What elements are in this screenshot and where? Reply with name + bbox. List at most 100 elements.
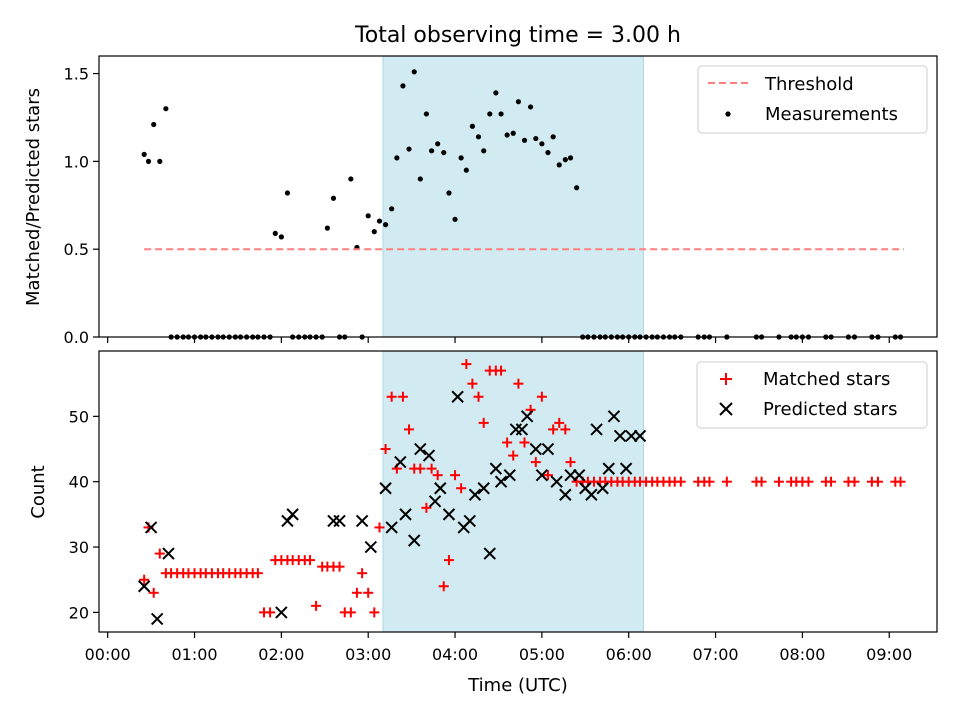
predicted-star-point xyxy=(385,521,398,534)
measurement-point xyxy=(141,151,147,157)
predicted-star-point xyxy=(602,462,615,475)
matched-star-point xyxy=(536,391,547,402)
predicted-star-point xyxy=(607,410,621,423)
matched-star-point xyxy=(139,574,150,585)
measurement-point xyxy=(389,206,395,212)
measurement-point xyxy=(574,185,580,191)
predicted-star-point xyxy=(520,410,534,423)
measurement-point xyxy=(371,229,377,235)
matched-star-point xyxy=(374,522,385,533)
matched-star-point xyxy=(704,476,715,487)
matched-star-point xyxy=(502,437,513,448)
predicted-star-point xyxy=(559,488,572,501)
predicted-star-point xyxy=(333,514,346,528)
measurement-point xyxy=(452,216,458,222)
measurement-point xyxy=(382,222,389,228)
predicted-star-point xyxy=(414,442,427,456)
matched-star-point xyxy=(456,483,467,494)
measurement-point xyxy=(498,111,504,117)
legend-threshold-label: Threshold xyxy=(764,74,854,95)
matched-star-point xyxy=(357,568,368,579)
matched-star-point xyxy=(443,555,454,566)
measurement-point xyxy=(330,195,337,201)
measurement-point xyxy=(539,141,545,147)
predicted-star-point xyxy=(364,540,378,554)
matched-star-point xyxy=(397,391,408,402)
measurement-point xyxy=(163,106,169,112)
predicted-star-point xyxy=(286,508,299,521)
matched-star-point xyxy=(560,424,571,435)
measurement-point xyxy=(550,134,556,140)
measurement-point xyxy=(475,134,482,140)
predicted-star-point xyxy=(394,455,407,469)
matched-star-point xyxy=(895,476,906,487)
matched-star-point xyxy=(450,470,461,481)
matched-star-point xyxy=(311,600,322,611)
measurement-point xyxy=(365,213,371,219)
legend-predicted-swatch xyxy=(719,402,733,416)
predicted-star-point xyxy=(535,468,549,482)
x-tick-label: 07:00 xyxy=(693,645,739,664)
predicted-star-point xyxy=(379,482,392,495)
matched-star-point xyxy=(721,476,732,487)
matched-star-point xyxy=(345,607,356,618)
matched-star-point xyxy=(849,476,860,487)
x-tick-label: 04:00 xyxy=(432,645,478,664)
predicted-star-point xyxy=(477,482,490,495)
predicted-star-point xyxy=(399,508,412,521)
matched-star-point xyxy=(351,587,362,598)
predicted-star-point xyxy=(144,521,158,534)
matched-star-point xyxy=(305,555,316,566)
x-tick-label: 05:00 xyxy=(519,645,565,664)
measurement-point xyxy=(348,176,354,182)
measurement-point xyxy=(157,158,163,164)
predicted-star-point xyxy=(483,547,496,560)
x-tick-label: 09:00 xyxy=(866,645,912,664)
top-y-tick-label: 0.5 xyxy=(64,240,89,259)
matched-star-point xyxy=(432,470,443,481)
x-axis-label: Time (UTC) xyxy=(467,675,568,696)
predicted-star-point xyxy=(503,468,516,482)
bottom-y-tick-label: 30 xyxy=(69,538,89,557)
measurement-point xyxy=(567,155,574,161)
predicted-star-point xyxy=(529,442,543,456)
predicted-star-point xyxy=(137,580,151,593)
bottom-legend: Matched stars Predicted stars xyxy=(696,361,928,429)
matched-star-point xyxy=(415,463,426,474)
top-y-tick-label: 1.0 xyxy=(64,152,89,171)
measurement-point xyxy=(493,90,499,96)
top-observing-window-shade xyxy=(382,55,644,338)
bottom-y-tick-label: 50 xyxy=(69,407,89,426)
measurement-point xyxy=(446,190,452,196)
predicted-star-point xyxy=(633,429,647,443)
bottom-y-axis-label: Count xyxy=(28,465,49,518)
predicted-star-point xyxy=(150,612,164,626)
measurement-point xyxy=(458,155,464,161)
predicted-star-point xyxy=(468,488,482,501)
matched-star-point xyxy=(519,437,530,448)
measurement-point xyxy=(487,111,493,117)
matched-star-point xyxy=(461,359,472,370)
matched-star-point xyxy=(438,581,449,592)
measurement-point xyxy=(435,141,441,147)
predicted-star-point xyxy=(275,606,288,619)
predicted-star-point xyxy=(573,468,586,482)
matched-star-point xyxy=(496,365,507,376)
measurement-point xyxy=(527,104,534,110)
matched-star-point xyxy=(542,470,553,481)
legend-measurements-swatch xyxy=(725,111,731,117)
matched-star-point xyxy=(363,587,374,598)
measurement-point xyxy=(272,230,278,236)
bottom-y-tick-label: 20 xyxy=(69,603,89,622)
x-tick-label: 06:00 xyxy=(606,645,652,664)
predicted-star-point xyxy=(550,475,563,488)
measurement-point xyxy=(151,121,157,128)
predicted-star-point xyxy=(613,429,627,443)
predicted-star-point xyxy=(541,442,555,456)
measurement-point xyxy=(406,146,412,152)
predicted-star-point xyxy=(463,514,477,528)
matched-star-point xyxy=(508,450,519,461)
x-tick-label: 02:00 xyxy=(258,645,304,664)
measurement-point xyxy=(278,234,284,240)
measurement-point xyxy=(504,132,510,138)
